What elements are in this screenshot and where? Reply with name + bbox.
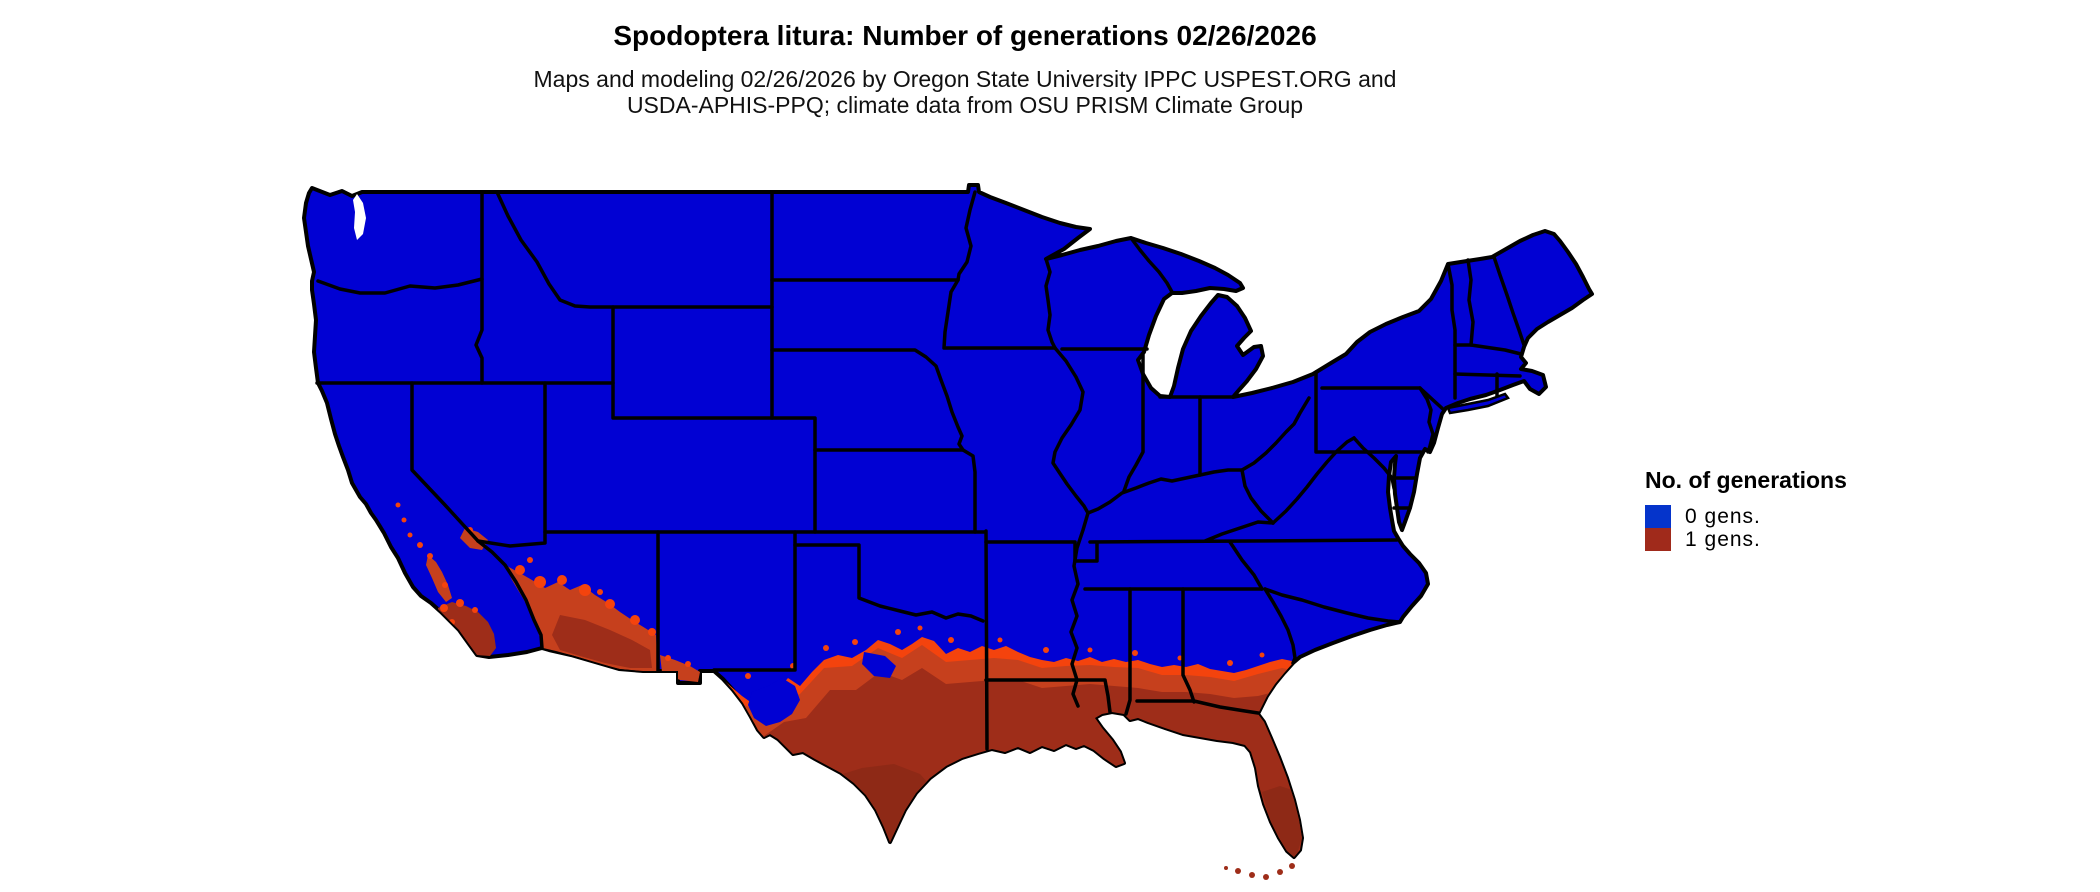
state-borders xyxy=(315,190,1526,751)
legend-swatch-1-gens xyxy=(1645,528,1671,551)
legend-label-1-gens: 1 gens. xyxy=(1685,527,1761,551)
gen1-deep-south-texas xyxy=(830,764,938,846)
header: Spodoptera litura: Number of generations… xyxy=(0,0,1930,118)
gen1-california-coast-strip xyxy=(426,555,452,602)
page-title: Spodoptera litura: Number of generations… xyxy=(613,20,1317,51)
subtitle-line-1: Maps and modeling 02/26/2026 by Oregon S… xyxy=(533,66,1397,92)
legend: No. of generations 0 gens. 1 gens. xyxy=(1645,468,1865,551)
legend-swatch-0-gens xyxy=(1645,505,1671,528)
subtitle: Maps and modeling 02/26/2026 by Oregon S… xyxy=(0,66,1930,118)
legend-item-0-gens: 0 gens. xyxy=(1645,505,1865,528)
gen1-california-orange-specks xyxy=(395,502,478,625)
florida-keys xyxy=(1224,863,1295,880)
gen1-edge-band xyxy=(714,637,1292,724)
gen1-arizona-orange-fringe xyxy=(515,557,656,636)
gen1-socal xyxy=(438,602,496,656)
gen1-arizona-dark xyxy=(552,615,652,668)
long-island xyxy=(1446,392,1510,415)
gen1-mid-band xyxy=(718,645,1292,740)
legend-title: No. of generations xyxy=(1645,467,1847,493)
gen1-deep-south-florida xyxy=(1262,786,1304,857)
gen1-nm-orange-dot xyxy=(665,655,671,661)
legend-label-0-gens: 0 gens. xyxy=(1685,504,1761,528)
gen1-nm-orange-dot2 xyxy=(685,661,691,667)
puget-sound xyxy=(353,194,366,240)
gen0-inlier-west-texas xyxy=(748,678,800,726)
subtitle-line-2: USDA-APHIS-PPQ; climate data from OSU PR… xyxy=(626,92,1304,118)
gen0-inlier-central-texas xyxy=(862,652,896,678)
legend-item-1-gens: 1 gens. xyxy=(1645,528,1865,551)
